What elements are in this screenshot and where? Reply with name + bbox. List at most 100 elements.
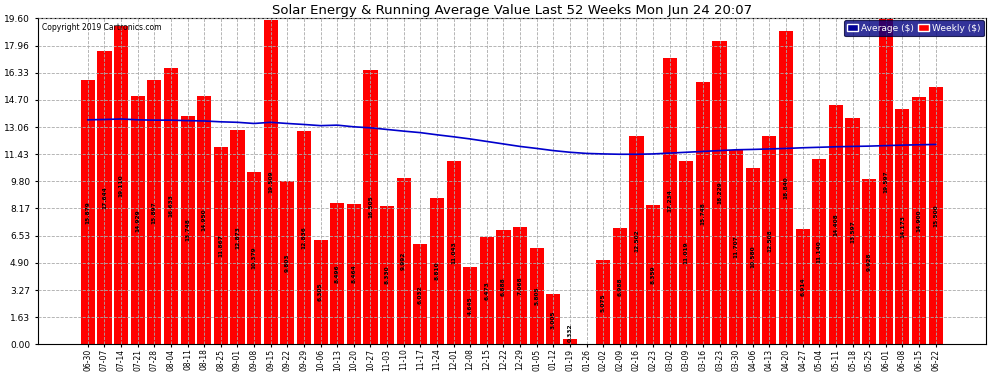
Bar [713,41,727,344]
Bar [430,198,444,344]
Text: 19.110: 19.110 [119,174,124,197]
Bar [463,267,477,344]
Text: 19.509: 19.509 [268,171,273,194]
Bar [330,203,345,344]
Bar [248,172,261,344]
Text: 13.748: 13.748 [185,219,190,242]
Bar [796,230,810,344]
Bar [197,96,211,344]
Text: 18.229: 18.229 [717,182,722,204]
Bar [530,248,544,344]
Bar [912,96,926,344]
Text: 14.173: 14.173 [900,215,905,238]
Text: 5.805: 5.805 [535,287,540,306]
Bar [546,294,560,344]
Text: 15.897: 15.897 [151,201,156,223]
Legend: Average ($), Weekly ($): Average ($), Weekly ($) [843,20,984,36]
Bar [729,150,743,344]
Text: 16.633: 16.633 [168,195,173,217]
Text: 11.043: 11.043 [451,241,456,264]
Bar [131,96,145,344]
Bar [346,204,361,344]
Bar [596,260,610,344]
Text: 14.408: 14.408 [834,213,839,236]
Bar [280,182,294,344]
Text: 19.597: 19.597 [883,170,888,193]
Bar [81,80,95,344]
Text: 11.019: 11.019 [684,242,689,264]
Bar [114,27,128,344]
Text: 6.988: 6.988 [618,277,623,296]
Text: 16.505: 16.505 [368,196,373,219]
Bar [662,58,677,344]
Text: 6.914: 6.914 [800,278,805,296]
Bar [513,227,527,344]
Text: 6.032: 6.032 [418,285,423,303]
Text: 8.464: 8.464 [351,265,356,284]
Bar [745,168,760,344]
Bar [297,131,311,344]
Text: 12.508: 12.508 [767,229,772,252]
Text: 12.502: 12.502 [634,229,639,252]
Text: 17.234: 17.234 [667,190,672,213]
Bar [446,161,460,344]
Bar [829,105,843,344]
Text: 0.332: 0.332 [567,323,572,342]
Text: 8.496: 8.496 [335,264,340,283]
Bar [480,237,494,344]
Bar [263,20,278,344]
Text: 12.873: 12.873 [235,226,240,249]
Bar [679,161,693,344]
Text: 17.644: 17.644 [102,186,107,209]
Bar [646,206,660,344]
Bar [231,130,245,344]
Bar [314,240,328,344]
Text: 6.888: 6.888 [501,278,506,297]
Text: 5.075: 5.075 [601,293,606,312]
Text: 14.950: 14.950 [202,209,207,231]
Text: 13.597: 13.597 [850,220,855,243]
Text: 10.580: 10.580 [750,245,755,268]
Bar [779,31,793,344]
Bar [762,136,776,344]
Bar [148,80,161,344]
Text: 8.330: 8.330 [384,266,390,284]
Text: 8.359: 8.359 [650,266,655,284]
Bar [862,179,876,344]
Bar [895,109,910,344]
Text: 14.900: 14.900 [917,209,922,232]
Text: 15.748: 15.748 [701,202,706,225]
Text: 11.140: 11.140 [817,240,822,263]
Text: 15.879: 15.879 [85,201,90,224]
Text: 14.929: 14.929 [136,209,141,231]
Title: Solar Energy & Running Average Value Last 52 Weeks Mon Jun 24 20:07: Solar Energy & Running Average Value Las… [271,4,751,17]
Bar [496,230,511,344]
Text: 3.005: 3.005 [550,310,555,328]
Bar [696,82,710,344]
Text: 9.992: 9.992 [401,252,406,270]
Bar [563,339,577,344]
Bar [630,136,644,344]
Text: 6.305: 6.305 [318,283,323,301]
Text: 11.867: 11.867 [219,234,224,257]
Text: 6.473: 6.473 [484,281,489,300]
Text: 8.810: 8.810 [435,262,440,280]
Text: 15.500: 15.500 [934,204,939,227]
Text: 18.840: 18.840 [783,176,789,199]
Bar [180,116,195,344]
Bar [812,159,827,344]
Text: 7.068: 7.068 [518,276,523,295]
Bar [97,51,112,344]
Bar [929,87,942,344]
Bar [363,70,377,344]
Text: 10.379: 10.379 [251,247,256,269]
Text: 12.836: 12.836 [302,226,307,249]
Bar [879,18,893,344]
Bar [413,244,428,344]
Bar [397,178,411,344]
Text: 9.928: 9.928 [866,253,871,271]
Text: 4.645: 4.645 [467,296,472,315]
Bar [164,68,178,344]
Bar [845,118,859,344]
Text: 9.803: 9.803 [285,254,290,272]
